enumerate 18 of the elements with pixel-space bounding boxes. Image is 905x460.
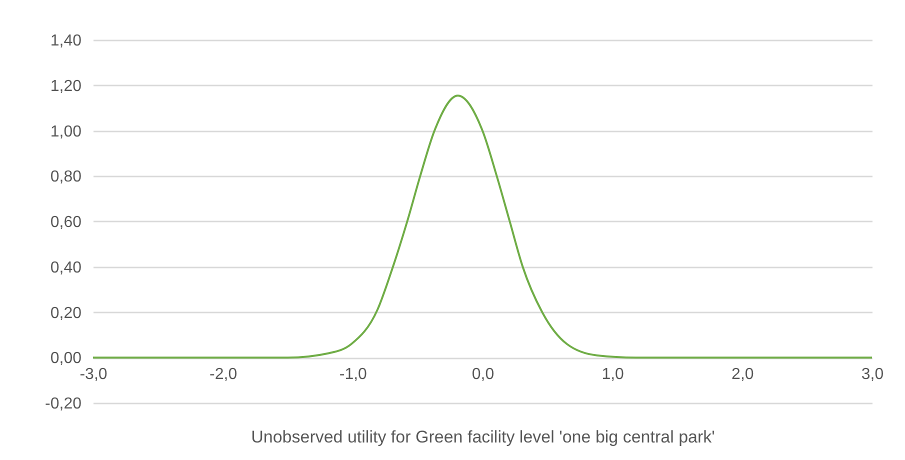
y-tick-label: 0,40	[50, 259, 82, 276]
y-tick-label: 1,20	[50, 78, 82, 95]
y-tick-label: 0,60	[50, 214, 82, 231]
x-tick-label: 0,0	[472, 366, 494, 384]
x-tick-label: 2,0	[732, 366, 754, 384]
x-tick-label: 1,0	[602, 366, 624, 384]
x-tick-label: -2,0	[210, 366, 238, 384]
line-series	[93, 94, 872, 359]
y-tick-label: 1,00	[50, 123, 82, 140]
y-tick-label: 0,80	[50, 168, 82, 186]
y-tick-label: -0,20	[45, 396, 82, 412]
x-tick-label: -1,0	[339, 366, 368, 384]
x-tick-label: 3,0	[861, 366, 884, 384]
x-tick-label: -3,0	[80, 366, 108, 384]
y-tick-label: 1,40	[50, 32, 82, 50]
y-tick-label: 0,20	[50, 304, 82, 322]
y-tick-label: 0,00	[50, 350, 82, 368]
x-axis-title: Unobserved utility for Green facility level 'one big central park'	[251, 428, 715, 446]
